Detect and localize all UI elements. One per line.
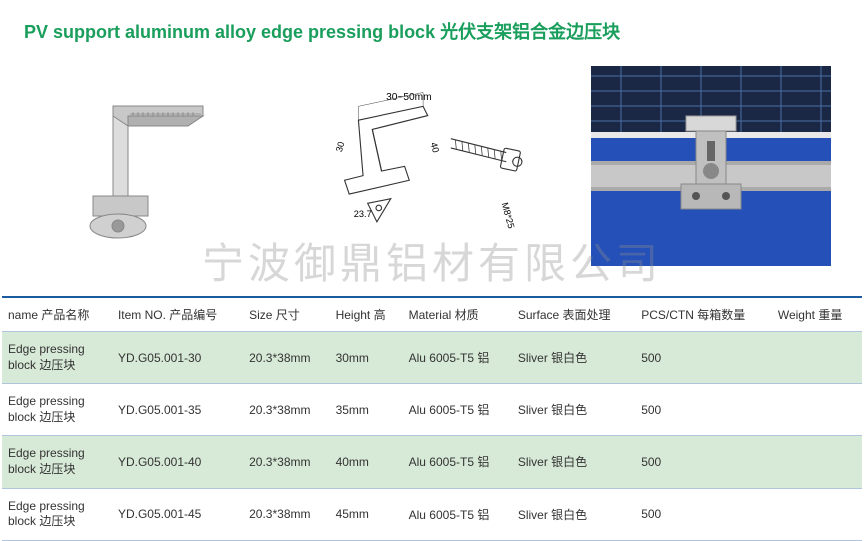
cell-size: 20.3*38mm bbox=[243, 384, 329, 436]
dim-label: 23.7 bbox=[353, 209, 371, 219]
col-weight: Weight 重量 bbox=[772, 297, 862, 332]
cell-material: Alu 6005-T5 铝 bbox=[403, 332, 512, 384]
col-item-no: Item NO. 产品编号 bbox=[112, 297, 243, 332]
cell-name: Edge pressingblock 边压块 bbox=[2, 332, 112, 384]
col-pcs: PCS/CTN 每箱数量 bbox=[635, 297, 772, 332]
cell-name: Edge pressingblock 边压块 bbox=[2, 436, 112, 488]
cell-height: 45mm bbox=[330, 488, 403, 540]
product-installation-photo bbox=[581, 66, 840, 266]
cell-size: 20.3*38mm bbox=[243, 436, 329, 488]
cell-surface: Sliver 银白色 bbox=[512, 436, 635, 488]
product-images-row: 30~50mm 30 40 23.7 M8*25 bbox=[0, 56, 864, 276]
cell-material: Alu 6005-T5 铝 bbox=[403, 436, 512, 488]
cell-height: 40mm bbox=[330, 436, 403, 488]
cell-height: 30mm bbox=[330, 332, 403, 384]
table-row: Edge pressingblock 边压块YD.G05.001-3020.3*… bbox=[2, 332, 862, 384]
col-height: Height 高 bbox=[330, 297, 403, 332]
cell-item_no: YD.G05.001-45 bbox=[112, 488, 243, 540]
product-spec-table: name 产品名称 Item NO. 产品编号 Size 尺寸 Height 高… bbox=[2, 296, 862, 541]
table-row: Edge pressingblock 边压块YD.G05.001-4520.3*… bbox=[2, 488, 862, 540]
cell-surface: Sliver 银白色 bbox=[512, 384, 635, 436]
cell-weight bbox=[772, 436, 862, 488]
dim-label: 30 bbox=[334, 140, 346, 153]
product-render-image bbox=[24, 66, 283, 266]
dim-label: 30~50mm bbox=[386, 91, 431, 102]
cell-material: Alu 6005-T5 铝 bbox=[403, 384, 512, 436]
table-header-row: name 产品名称 Item NO. 产品编号 Size 尺寸 Height 高… bbox=[2, 297, 862, 332]
cell-item_no: YD.G05.001-35 bbox=[112, 384, 243, 436]
cell-surface: Sliver 银白色 bbox=[512, 488, 635, 540]
cell-size: 20.3*38mm bbox=[243, 488, 329, 540]
cell-name: Edge pressingblock 边压块 bbox=[2, 488, 112, 540]
cell-height: 35mm bbox=[330, 384, 403, 436]
cell-item_no: YD.G05.001-40 bbox=[112, 436, 243, 488]
cell-pcs: 500 bbox=[635, 384, 772, 436]
bolt-spec-label: M8*25 bbox=[499, 201, 516, 229]
table-row: Edge pressingblock 边压块YD.G05.001-3520.3*… bbox=[2, 384, 862, 436]
cell-pcs: 500 bbox=[635, 488, 772, 540]
col-material: Material 材质 bbox=[403, 297, 512, 332]
table-row: Edge pressingblock 边压块YD.G05.001-4020.3*… bbox=[2, 436, 862, 488]
page-title: PV support aluminum alloy edge pressing … bbox=[0, 0, 864, 56]
cell-weight bbox=[772, 384, 862, 436]
col-surface: Surface 表面处理 bbox=[512, 297, 635, 332]
dim-label: 40 bbox=[428, 141, 440, 154]
cell-weight bbox=[772, 488, 862, 540]
col-size: Size 尺寸 bbox=[243, 297, 329, 332]
cell-pcs: 500 bbox=[635, 332, 772, 384]
cell-name: Edge pressingblock 边压块 bbox=[2, 384, 112, 436]
cell-size: 20.3*38mm bbox=[243, 332, 329, 384]
cell-material: Alu 6005-T5 铝 bbox=[403, 488, 512, 540]
cell-weight bbox=[772, 332, 862, 384]
cell-pcs: 500 bbox=[635, 436, 772, 488]
cell-surface: Sliver 银白色 bbox=[512, 332, 635, 384]
product-dimension-diagram: 30~50mm 30 40 23.7 M8*25 bbox=[303, 66, 562, 266]
cell-item_no: YD.G05.001-30 bbox=[112, 332, 243, 384]
col-name: name 产品名称 bbox=[2, 297, 112, 332]
